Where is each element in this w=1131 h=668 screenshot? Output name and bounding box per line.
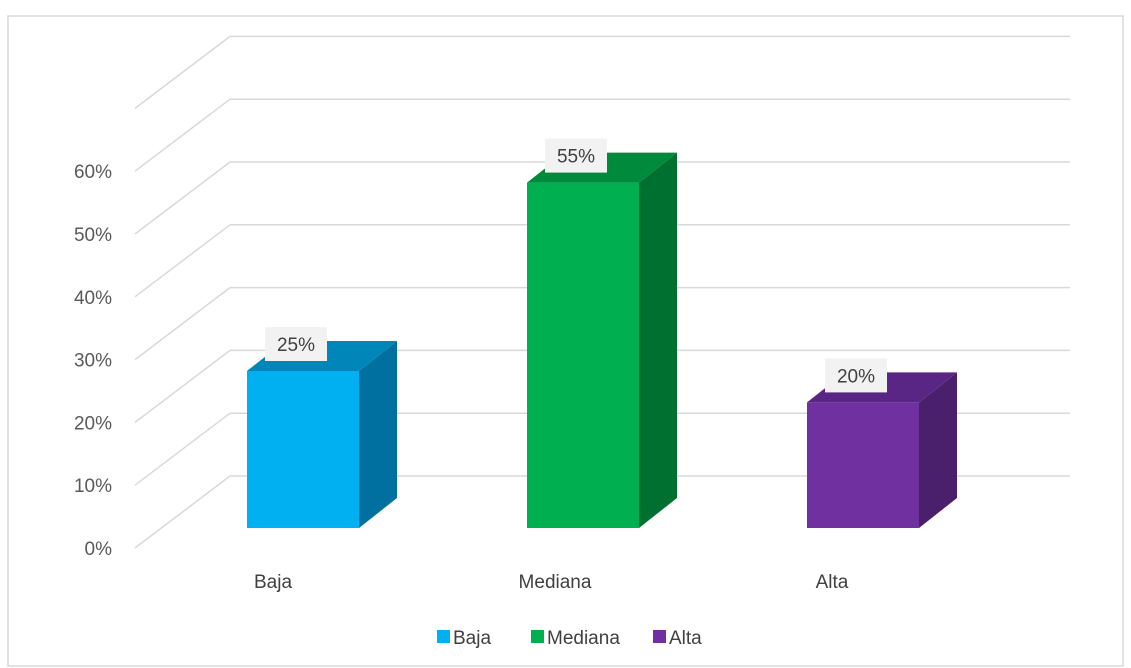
bar-side [639, 152, 677, 528]
y-axis-ticks: 0% 10% 20% 30% 40% 50% 60% [74, 162, 112, 560]
y-tick-label: 10% [74, 476, 112, 497]
legend: Baja Mediana Alta [437, 628, 702, 649]
y-tick-label: 20% [74, 413, 112, 434]
bar-baja: 25% [247, 327, 397, 528]
data-label-box [825, 358, 887, 393]
x-category-label: Alta [816, 572, 849, 593]
legend-entry: Mediana [547, 628, 620, 649]
bar-front [527, 182, 639, 528]
legend-entry: Baja [453, 628, 491, 649]
bar-mediana: 55% [527, 138, 677, 528]
legend-entry: Alta [669, 628, 702, 649]
data-label: 55% [557, 147, 595, 168]
x-category-label: Mediana [519, 572, 592, 593]
y-tick-label: 60% [74, 162, 112, 183]
bar-alta: 20% [807, 358, 957, 528]
gridline-side [134, 161, 231, 235]
bars: 25% 55% 20% [247, 138, 957, 528]
data-label: 20% [837, 366, 875, 387]
gridline-side [134, 412, 231, 486]
gridline-side [134, 35, 231, 109]
y-tick-label: 0% [85, 539, 113, 560]
x-axis-categories: Baja Mediana Alta [254, 572, 849, 593]
data-label: 25% [277, 335, 315, 356]
y-tick-label: 30% [74, 351, 112, 372]
legend-swatch [531, 630, 544, 643]
bar-front [807, 402, 919, 528]
legend-swatch [437, 630, 450, 643]
bar-side [359, 341, 397, 528]
bar-side [919, 372, 957, 528]
legend-swatch [653, 630, 666, 643]
data-label-box [265, 327, 327, 361]
gridline-side [134, 224, 231, 298]
data-label-box [545, 138, 607, 173]
y-tick-label: 40% [74, 288, 112, 309]
gridline-side [134, 475, 231, 549]
gridline-side [134, 98, 231, 172]
bar-front [247, 371, 359, 528]
x-category-label: Baja [254, 572, 292, 593]
gridline-side [134, 349, 231, 423]
gridline-side [134, 287, 231, 361]
y-tick-label: 50% [74, 225, 112, 246]
